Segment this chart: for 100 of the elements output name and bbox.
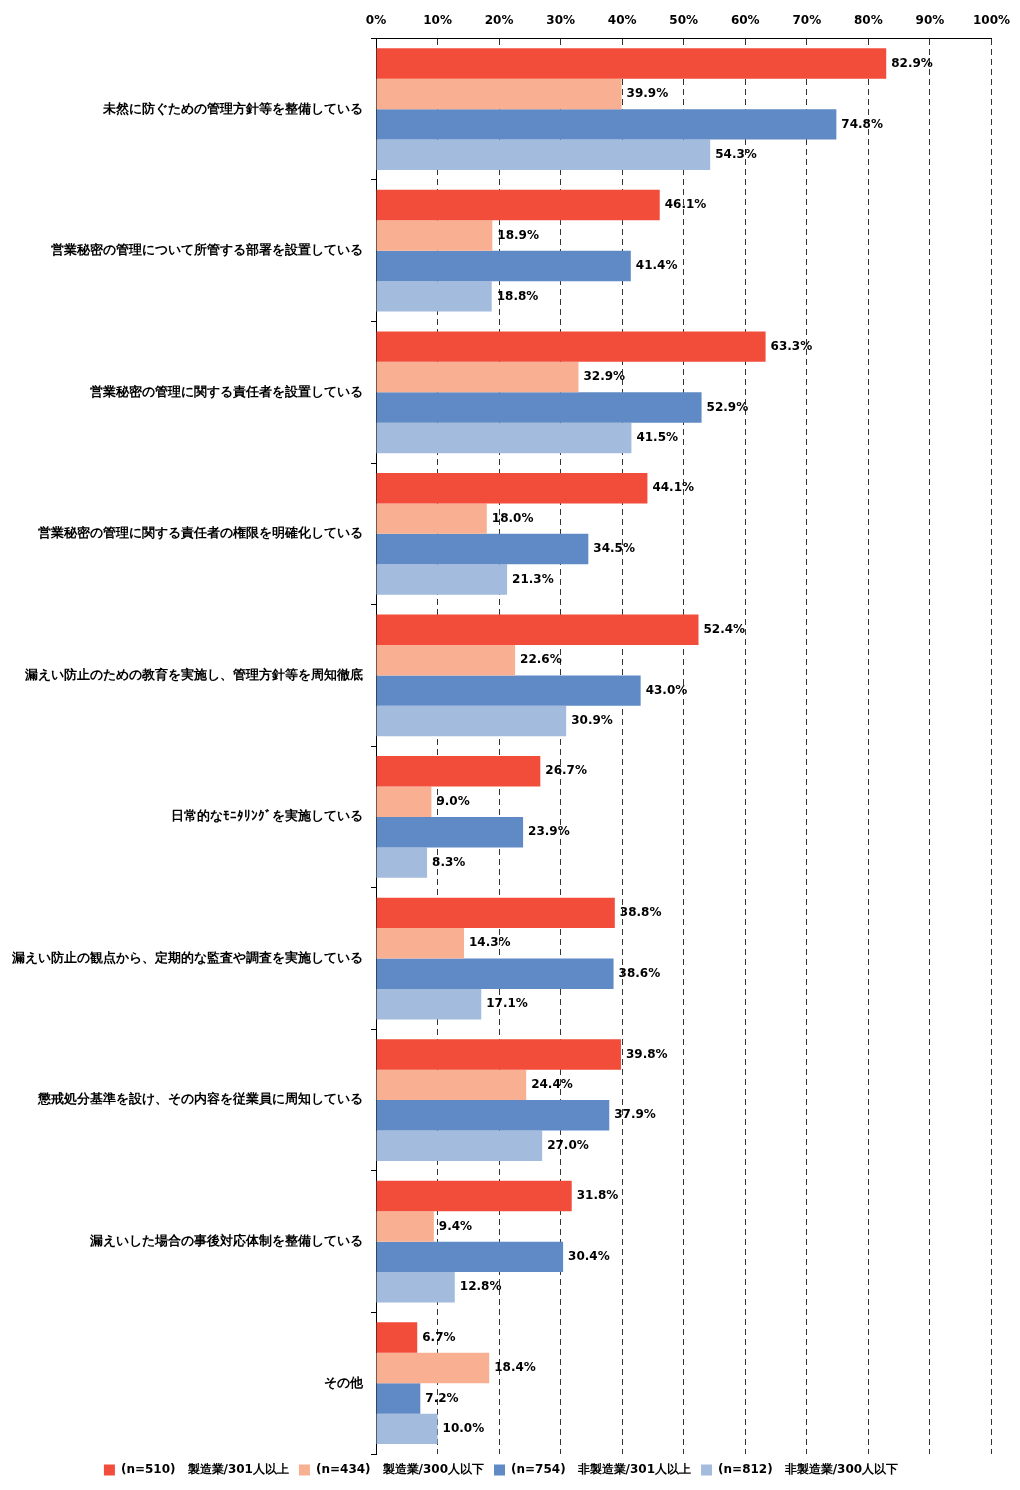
bar [376, 1039, 621, 1070]
data-label: 18.4% [494, 1360, 536, 1375]
data-label: 17.1% [486, 996, 528, 1011]
bar [376, 1352, 490, 1384]
data-label: 74.8% [841, 116, 884, 131]
data-label: 39.9% [626, 86, 669, 101]
data-label: 7.2% [425, 1390, 459, 1405]
data-label: 52.9% [706, 399, 749, 414]
data-label: 10.0% [442, 1421, 485, 1435]
legend-label: (n=434) 製造業/300人以下 [315, 1462, 484, 1477]
data-label: 18.8% [496, 288, 539, 303]
data-label: 22.6% [520, 652, 562, 667]
legend-label: (n=510) 製造業/301人以上 [120, 1462, 289, 1477]
data-label: 9.0% [436, 793, 470, 808]
x-tick-label: 40% [607, 13, 637, 28]
bar [376, 847, 428, 878]
x-tick-label: 20% [484, 13, 514, 28]
data-label: 30.4% [568, 1249, 610, 1263]
data-label: 38.8% [619, 905, 662, 920]
y-tick-label: 懲戒処分基準を設け、その内容を従業員に周知している [37, 1091, 363, 1107]
data-label: 54.3% [715, 146, 757, 161]
y-tick-label: 未然に防ぐための管理方針等を整備している [102, 100, 363, 116]
bar [376, 331, 766, 362]
bar [376, 533, 589, 565]
data-label: 31.8% [576, 1188, 619, 1203]
bar [376, 756, 541, 787]
bar [376, 139, 711, 171]
bar [376, 48, 887, 79]
bar [376, 1322, 418, 1353]
data-label: 34.5% [593, 541, 635, 556]
legend-label: (n=812) 非製造業/300人以下 [718, 1462, 899, 1477]
y-tick-label: 営業秘密の管理に関する責任者を設置している [90, 383, 363, 399]
bar [376, 705, 567, 737]
bar [376, 250, 631, 282]
bar [376, 897, 615, 929]
data-label: 30.9% [571, 713, 613, 728]
data-label: 46.1% [664, 197, 707, 212]
data-label: 12.8% [459, 1279, 502, 1294]
bar [376, 958, 614, 989]
bar [376, 816, 524, 848]
bar [376, 422, 632, 454]
y-tick-label: 漏えいした場合の事後対応体制を整備している [89, 1233, 363, 1249]
x-tick-label: 0% [365, 13, 387, 28]
data-label: 9.4% [438, 1218, 473, 1233]
bar [376, 1241, 564, 1273]
data-label: 52.4% [703, 621, 746, 636]
bar [376, 472, 648, 504]
x-tick-label: 90% [915, 13, 945, 28]
data-label: 82.9% [891, 55, 933, 70]
y-tick-label: 営業秘密の管理に関する責任者の権限を明確化している [38, 525, 363, 541]
bar [376, 564, 508, 595]
bar [376, 189, 660, 221]
data-label: 26.7% [545, 763, 587, 778]
data-label: 18.9% [497, 227, 539, 242]
x-tick-label: 70% [792, 13, 822, 28]
data-label: 21.3% [512, 571, 554, 586]
x-tick-label: 100% [972, 13, 1010, 28]
bar [376, 786, 432, 817]
bar [376, 644, 516, 676]
bar [376, 1069, 527, 1101]
data-label: 41.5% [636, 430, 679, 445]
data-label: 24.4% [531, 1077, 573, 1092]
bar [376, 1413, 438, 1445]
y-tick-label: 漏えい防止のための教育を実施し、管理方針等を周知徹底 [24, 666, 363, 682]
bar [376, 361, 579, 393]
bar [376, 1272, 455, 1303]
data-label: 32.9% [583, 369, 626, 384]
bar [376, 78, 622, 110]
bar [376, 614, 699, 645]
data-label: 38.6% [618, 965, 661, 980]
bar [376, 928, 465, 959]
data-label: 6.7% [422, 1329, 456, 1344]
bar [376, 1383, 421, 1414]
bar [376, 503, 487, 534]
data-label: 27.0% [547, 1137, 589, 1152]
bar [376, 988, 482, 1020]
bar [376, 675, 641, 706]
bar [376, 392, 702, 423]
x-tick-label: 80% [854, 13, 883, 28]
bar [376, 220, 493, 251]
x-tick-label: 60% [730, 13, 760, 28]
data-label: 39.8% [625, 1046, 668, 1061]
bar [376, 1211, 434, 1242]
bar [376, 1130, 543, 1161]
data-label: 41.4% [635, 258, 678, 273]
x-tick-label: 50% [669, 13, 699, 28]
bar [376, 281, 492, 312]
data-label: 14.3% [469, 935, 511, 950]
data-label: 63.3% [770, 338, 813, 353]
y-tick-label: 漏えい防止の観点から、定期的な監査や調査を実施している [11, 949, 363, 965]
data-label: 43.0% [645, 682, 688, 697]
data-label: 23.9% [528, 824, 570, 839]
legend-label: (n=754) 非製造業/301人以上 [511, 1462, 692, 1477]
y-tick-label: 日常的なﾓﾆﾀﾘﾝｸﾞを実施している [171, 808, 363, 824]
data-label: 18.0% [491, 510, 534, 525]
y-tick-label: 営業秘密の管理について所管する部署を設置している [51, 242, 363, 258]
data-label: 37.9% [614, 1107, 656, 1122]
bar [376, 109, 837, 140]
x-tick-label: 30% [546, 13, 576, 28]
y-tick-label: その他 [324, 1374, 364, 1390]
